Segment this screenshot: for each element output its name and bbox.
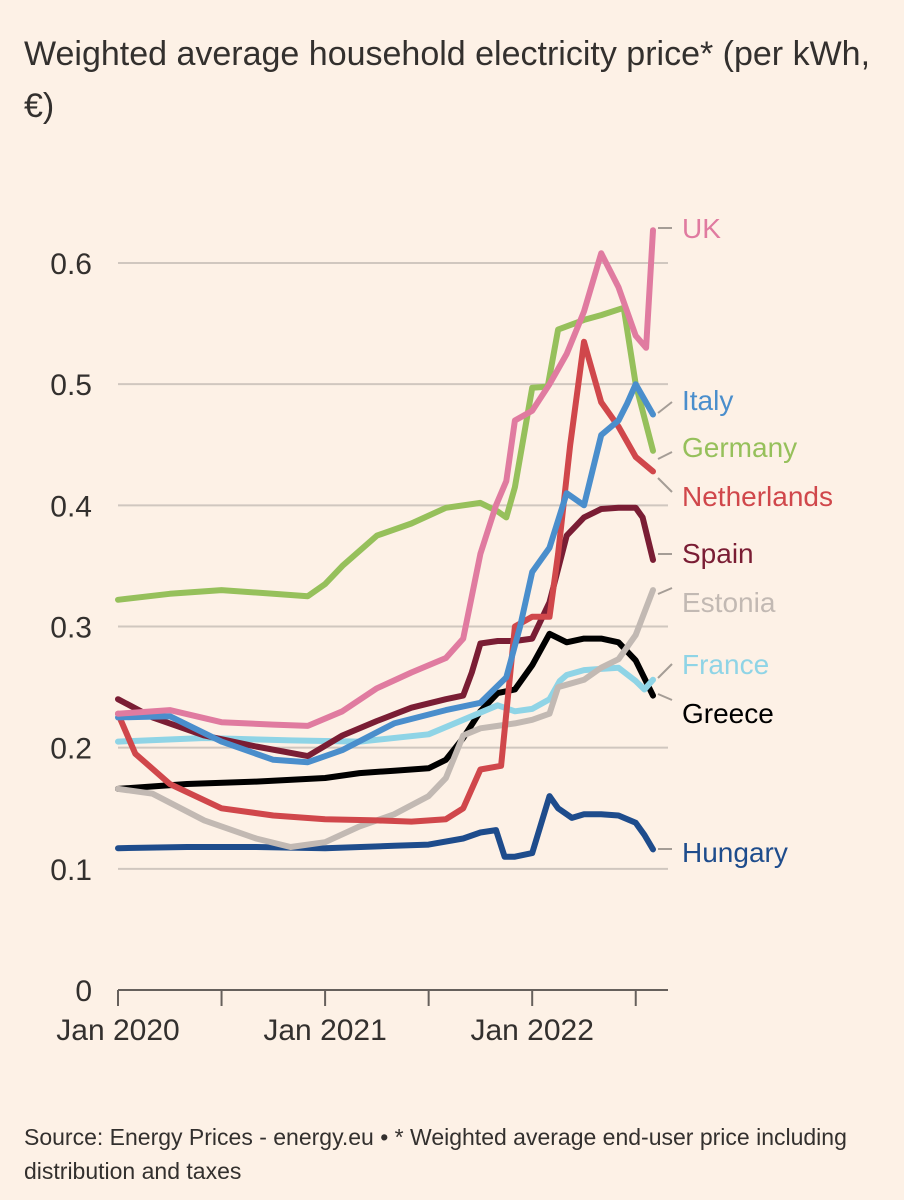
series-lines <box>115 227 656 860</box>
series-line-spain <box>115 504 656 760</box>
series-label-hungary: Hungary <box>682 837 788 868</box>
source-note: Source: Energy Prices - energy.eu • * We… <box>24 1124 847 1184</box>
series-line-uk <box>115 227 656 729</box>
series-label-france: France <box>682 649 769 680</box>
x-tick-label: Jan 2022 <box>470 1014 593 1047</box>
y-tick-label: 0.4 <box>50 490 92 523</box>
series-line-greece <box>115 630 656 792</box>
series-line-hungary <box>115 793 656 860</box>
y-tick-label: 0.2 <box>50 733 92 766</box>
series-line-italy <box>115 381 656 766</box>
series-line-netherlands <box>115 338 656 825</box>
label-leader <box>657 401 673 414</box>
x-tick-label: Jan 2021 <box>263 1014 386 1047</box>
label-leader <box>657 693 673 701</box>
label-leader <box>657 663 673 679</box>
series-label-greece: Greece <box>682 698 774 729</box>
label-leader <box>657 477 673 493</box>
chart-title: Weighted average household electricity p… <box>24 35 871 125</box>
series-label-estonia: Estonia <box>682 587 776 618</box>
y-tick-label: 0.1 <box>50 854 92 887</box>
series-labels: UK Italy Germany Netherlands Spain Estonia Fra… <box>657 213 833 868</box>
y-tick-label: 0.5 <box>50 369 92 402</box>
series-label-uk: UK <box>682 213 721 244</box>
label-leader <box>657 451 673 460</box>
series-label-spain: Spain <box>682 538 754 569</box>
y-tick-label: 0.6 <box>50 248 92 281</box>
series-label-italy: Italy <box>682 385 733 416</box>
series-line-germany <box>115 304 656 603</box>
x-tick-label: Jan 2020 <box>56 1014 179 1047</box>
axes: 0 0.1 0.2 0.3 0.4 0.5 0.6 Jan 2020 Jan 2021 Jan 2… <box>50 248 668 1047</box>
y-tick-label: 0 <box>75 975 92 1008</box>
series-label-germany: Germany <box>682 432 797 463</box>
label-leader <box>657 587 673 595</box>
line-chart: 0 0.1 0.2 0.3 0.4 0.5 0.6 Jan 2020 Jan 2021 Jan 2… <box>50 213 833 1047</box>
series-line-france <box>115 664 656 745</box>
series-label-netherlands: Netherlands <box>682 481 833 512</box>
gridlines <box>118 262 668 870</box>
series-line-estonia <box>115 587 656 850</box>
y-tick-label: 0.3 <box>50 612 92 645</box>
